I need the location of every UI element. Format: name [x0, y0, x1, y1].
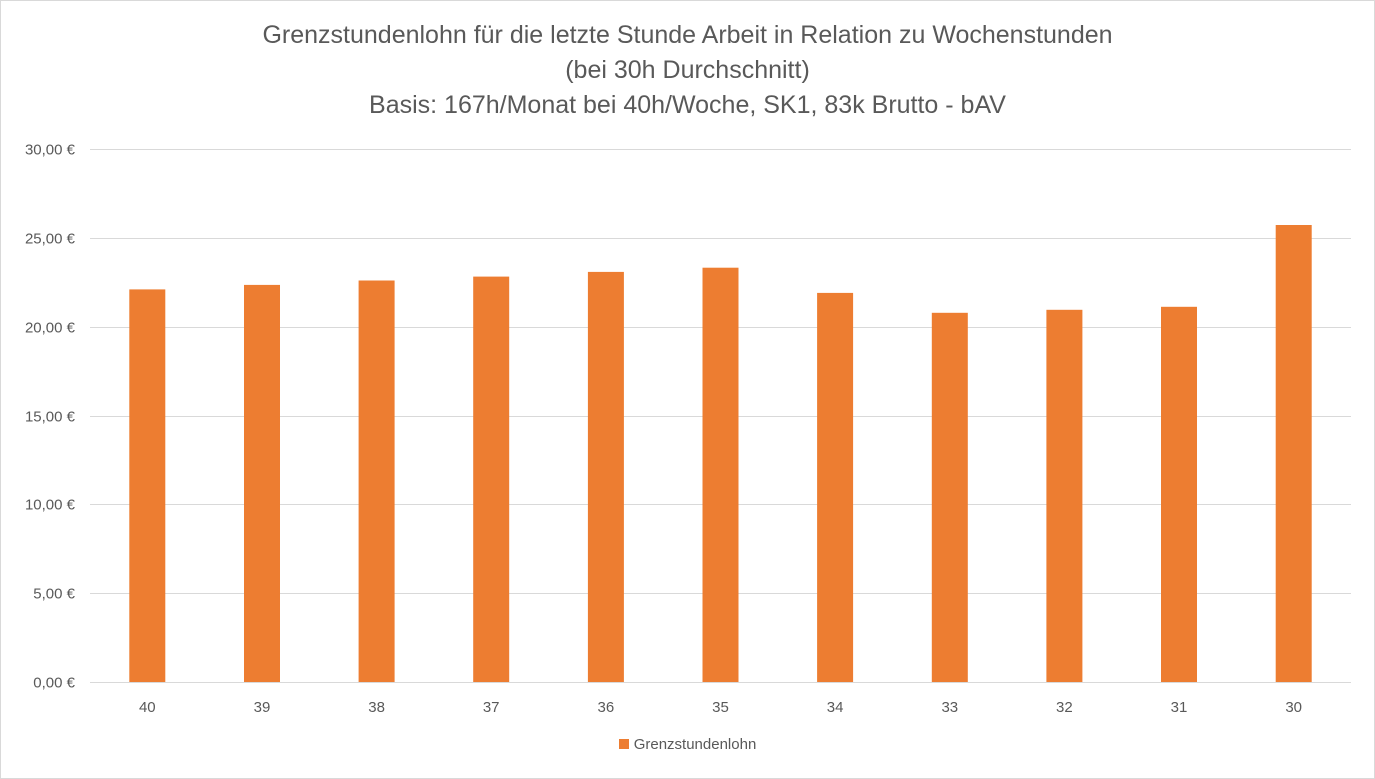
y-tick-label: 25,00 €: [25, 231, 76, 248]
chart-title-line-2: (bei 30h Durchschnitt): [565, 56, 810, 84]
chart-title: Grenzstundenlohn für die letzte Stunde A…: [0, 18, 1375, 123]
y-tick-label: 5,00 €: [33, 586, 75, 603]
x-tick-label: 40: [139, 699, 156, 716]
x-tick-label: 36: [598, 699, 615, 716]
x-axis-tick-labels: 40 39 38 37 36 35 34 33 32 31 30: [139, 699, 1302, 716]
x-tick-label: 37: [483, 699, 500, 716]
y-axis-tick-labels: 0,00 € 5,00 € 10,00 € 15,00 € 20,00 € 25,00 €…: [25, 142, 76, 692]
x-tick-label: 30: [1285, 699, 1302, 716]
bar: [1046, 309, 1083, 682]
chart-title-line-3: Basis: 167h/Monat bei 40h/Woche, SK1, 83…: [369, 91, 1006, 119]
bar: [1275, 225, 1312, 682]
x-tick-label: 39: [254, 699, 271, 716]
legend-label: Grenzstundenlohn: [633, 736, 757, 753]
y-tick-label: 30,00 €: [25, 142, 76, 159]
bar: [244, 284, 280, 682]
y-tick-label: 0,00 €: [33, 675, 75, 692]
y-tick-label: 20,00 €: [25, 320, 76, 337]
bar: [473, 276, 510, 682]
x-tick-label: 32: [1056, 699, 1073, 716]
y-tick-label: 15,00 €: [25, 409, 76, 426]
x-tick-label: 33: [941, 699, 958, 716]
legend-swatch: [618, 739, 629, 749]
y-tick-label: 10,00 €: [25, 497, 76, 514]
x-tick-label: 35: [712, 699, 729, 716]
bar: [129, 289, 166, 682]
bar: [587, 271, 624, 682]
bar: [358, 280, 395, 682]
bar: [931, 312, 968, 682]
legend: Grenzstundenlohn: [0, 736, 1375, 753]
x-tick-label: 31: [1171, 699, 1188, 716]
bar: [702, 267, 739, 682]
bar: [817, 292, 854, 682]
bars: [129, 225, 1312, 682]
chart-title-line-1: Grenzstundenlohn für die letzte Stunde A…: [262, 21, 1113, 49]
x-tick-label: 34: [827, 699, 844, 716]
x-tick-label: 38: [368, 699, 385, 716]
bar: [1161, 306, 1197, 682]
